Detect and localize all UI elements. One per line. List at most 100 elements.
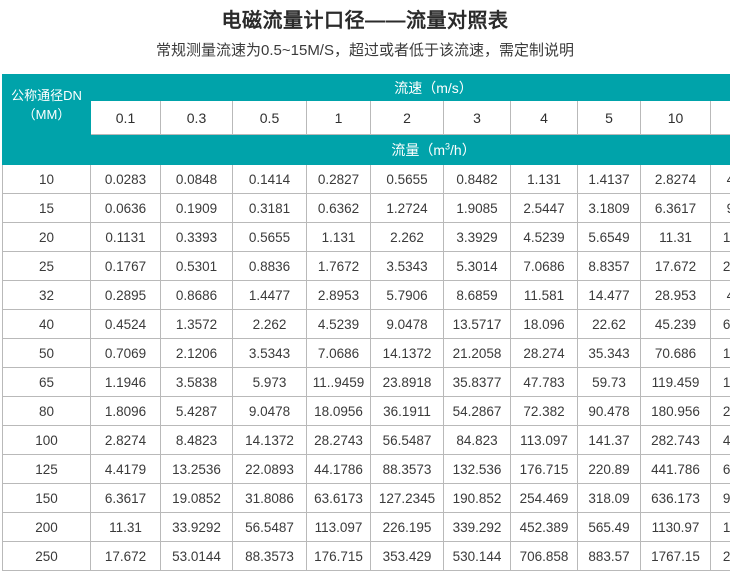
flow-value-cell: 1696.5 [709,512,730,542]
flow-value-cell: 4.241 [709,164,730,194]
table-row: 50 0.7069 2.1206 3.5343 7.0686 14.1372 21.2058… [2,338,730,368]
flow-value-cell: 1.4477 [232,280,307,310]
flow-value-cell: 2.262 [370,222,444,252]
flow-value-cell: 0.8686 [160,280,233,310]
flow-value-cell: 88.3573 [232,541,307,571]
dn-cell: 125 [2,454,91,484]
flow-value-cell: 43.43 [709,280,730,310]
flow-value-cell: 45.239 [640,309,711,339]
flow-value-cell: 0.3181 [232,193,307,223]
dn-cell: 40 [2,309,91,339]
table-container: 公称通径DN （MM） 流速（m/s） 0.1 0.3 0.5 1 2 3 4 … [0,74,730,571]
flow-label-suffix: /h） [450,141,476,158]
speed-value-3: 1 [306,100,371,135]
flow-value-cell: 0.1131 [90,222,161,252]
flow-value-cell: 1.131 [510,164,578,194]
flow-value-cell: 127.2345 [370,483,444,513]
flow-value-cell: 5.7906 [370,280,444,310]
dn-cell: 20 [2,222,91,252]
table-row: 100 2.8274 8.4823 14.1372 28.2743 56.5487 84.8… [2,425,730,455]
flow-value-cell: 424.12 [709,425,730,455]
flow-value-cell: 452.389 [510,512,578,542]
flow-value-cell: 0.5301 [160,251,233,281]
flow-value-cell: 2.8953 [306,280,371,310]
table-row: 40 0.4524 1.3572 2.262 4.5239 9.0478 13.5717 18… [2,309,730,339]
page-subtitle: 常规测量流速为0.5~15M/S，超过或者低于该流速，需定制说明 [156,42,574,59]
flow-group-header: 流量（m3/h） [89,134,730,165]
flow-value-cell: 1.9085 [443,193,511,223]
flow-value-cell: 282.743 [640,425,711,455]
speed-value-4: 2 [370,100,444,135]
flow-value-cell: 28.274 [510,338,578,368]
flow-value-cell: 662.68 [709,454,730,484]
speed-value-0: 0.1 [90,100,161,135]
flow-value-cell: 220.89 [577,454,641,484]
flow-value-cell: 636.173 [640,483,711,513]
flow-value-cell: 4.5239 [510,222,578,252]
flow-value-cell: 0.7069 [90,338,161,368]
flow-value-cell: 67.858 [709,309,730,339]
flow-value-cell: 5.973 [232,367,307,397]
flow-value-cell: 90.478 [577,396,641,426]
flow-value-cell: 56.5487 [232,512,307,542]
dn-cell: 150 [2,483,91,513]
header-row-group-flow: 流量（m3/h） [2,134,730,165]
flow-value-cell: 14.477 [577,280,641,310]
flow-value-cell: 11.31 [640,222,711,252]
flow-value-cell: 6.3617 [90,483,161,513]
flow-value-cell: 3.5343 [232,338,307,368]
flow-value-cell: 1767.15 [640,541,711,571]
dn-cell: 15 [2,193,91,223]
flow-value-cell: 106.03 [709,338,730,368]
speed-value-5: 3 [443,100,511,135]
flow-value-cell: 72.382 [510,396,578,426]
flow-comparison-table: 公称通径DN （MM） 流速（m/s） 0.1 0.3 0.5 1 2 3 4 … [2,74,730,571]
flow-value-cell: 0.1909 [160,193,233,223]
flow-value-cell: 36.1911 [370,396,444,426]
flow-value-cell: 353.429 [370,541,444,571]
flow-value-cell: 4.4179 [90,454,161,484]
flow-value-cell: 1.2724 [370,193,444,223]
flow-value-cell: 1.4137 [577,164,641,194]
dn-cell: 200 [2,512,91,542]
flow-value-cell: 35.343 [577,338,641,368]
flow-value-cell: 1.131 [306,222,371,252]
flow-value-cell: 119.459 [640,367,711,397]
dn-header-line1: 公称通径DN [11,87,82,103]
flow-value-cell: 565.49 [577,512,641,542]
flow-value-cell: 226.195 [370,512,444,542]
flow-value-cell: 0.5655 [370,164,444,194]
table-row: 200 11.31 33.9292 56.5487 113.097 226.195 339.… [2,512,730,542]
dn-cell: 25 [2,251,91,281]
flow-value-cell: 7.0686 [510,251,578,281]
page-title: 电磁流量计口径——流量对照表 [221,10,509,32]
flow-value-cell: 0.1414 [232,164,307,194]
flow-value-cell: 1.8096 [90,396,161,426]
flow-group-header-spacer [2,134,91,165]
flow-value-cell: 59.73 [577,367,641,397]
flow-value-cell: 441.786 [640,454,711,484]
flow-value-cell: 0.3393 [160,222,233,252]
flow-value-cell: 54.2867 [443,396,511,426]
flow-value-cell: 0.2895 [90,280,161,310]
flow-value-cell: 28.2743 [306,425,371,455]
flow-value-cell: 0.0283 [90,164,161,194]
flow-value-cell: 176.715 [306,541,371,571]
table-row: 250 17.672 53.0144 88.3573 176.715 353.429 530… [2,541,730,571]
flow-value-cell: 53.0144 [160,541,233,571]
flow-value-cell: 132.536 [443,454,511,484]
flow-value-cell: 2.1206 [160,338,233,368]
flow-value-cell: 179.19 [709,367,730,397]
flow-value-cell: 5.6549 [577,222,641,252]
flow-value-cell: 0.8836 [232,251,307,281]
flow-value-cell: 17.672 [90,541,161,571]
flow-value-cell: 0.0636 [90,193,161,223]
flow-value-cell: 88.3573 [370,454,444,484]
speed-value-2: 0.5 [232,100,307,135]
flow-value-cell: 13.2536 [160,454,233,484]
flow-value-cell: 2.5447 [510,193,578,223]
header-row-group-speed: 公称通径DN （MM） 流速（m/s） [2,74,730,135]
flow-value-cell: 9.0478 [370,309,444,339]
flow-value-cell: 113.097 [306,512,371,542]
